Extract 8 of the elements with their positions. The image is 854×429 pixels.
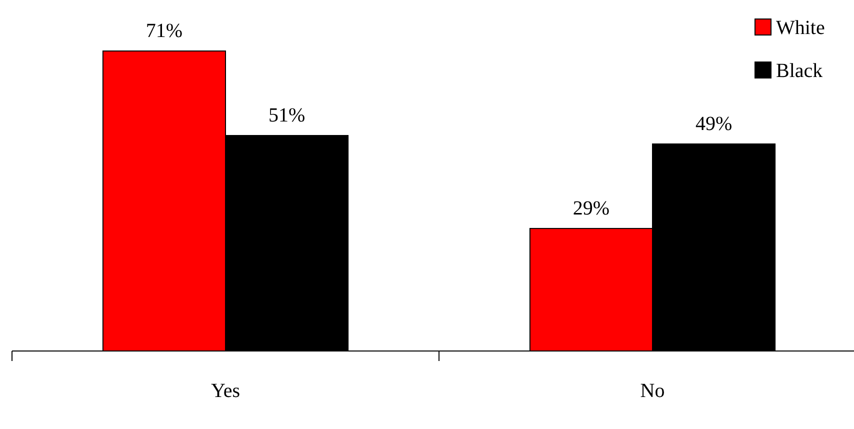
data-label: 49% <box>695 112 732 135</box>
x-tick-label: Yes <box>210 380 240 402</box>
data-label: 51% <box>268 104 306 127</box>
legend-label: Black <box>776 60 823 82</box>
data-label: 71% <box>146 20 183 42</box>
x-tick-label: No <box>640 380 665 402</box>
legend-label: White <box>776 17 825 39</box>
data-label: 29% <box>572 197 610 220</box>
